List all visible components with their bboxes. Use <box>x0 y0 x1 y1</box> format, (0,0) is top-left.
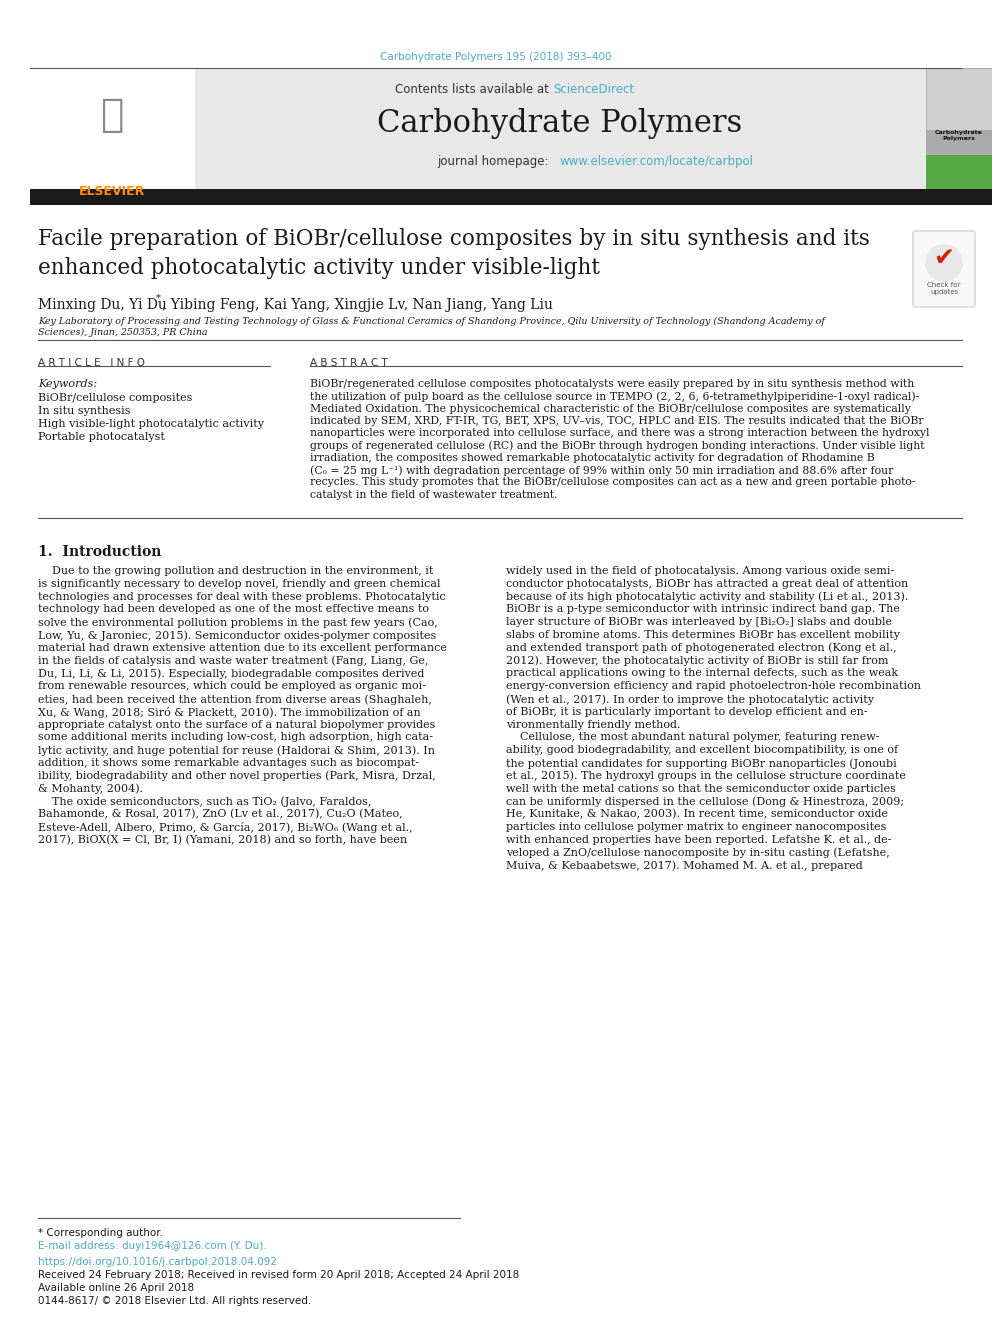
Text: lytic activity, and huge potential for reuse (Haldorai & Shim, 2013). In: lytic activity, and huge potential for r… <box>38 745 435 755</box>
Text: vironmentally friendly method.: vironmentally friendly method. <box>506 720 681 729</box>
Text: ScienceDirect: ScienceDirect <box>553 83 634 97</box>
Bar <box>926 67 992 194</box>
Text: addition, it shows some remarkable advantages such as biocompat-: addition, it shows some remarkable advan… <box>38 758 420 767</box>
Text: BiOBr/cellulose composites: BiOBr/cellulose composites <box>38 393 192 404</box>
Text: Contents lists available at: Contents lists available at <box>396 83 553 97</box>
Text: (Wen et al., 2017). In order to improve the photocatalytic activity: (Wen et al., 2017). In order to improve … <box>506 695 874 705</box>
Text: with enhanced properties have been reported. Lefatshe K. et al., de-: with enhanced properties have been repor… <box>506 835 892 845</box>
Text: catalyst in the field of wastewater treatment.: catalyst in the field of wastewater trea… <box>310 490 558 500</box>
Text: Due to the growing pollution and destruction in the environment, it: Due to the growing pollution and destruc… <box>38 566 434 576</box>
Text: recycles. This study promotes that the BiOBr/cellulose composites can act as a n: recycles. This study promotes that the B… <box>310 478 916 487</box>
Text: * Corresponding author.: * Corresponding author. <box>38 1228 163 1238</box>
Text: Muiva, & Kebaabetswe, 2017). Mohamed M. A. et al., prepared: Muiva, & Kebaabetswe, 2017). Mohamed M. … <box>506 860 863 871</box>
Text: https://doi.org/10.1016/j.carbpol.2018.04.092: https://doi.org/10.1016/j.carbpol.2018.0… <box>38 1257 277 1267</box>
Text: appropriate catalyst onto the surface of a natural biopolymer provides: appropriate catalyst onto the surface of… <box>38 720 435 729</box>
Text: High visible-light photocatalytic activity: High visible-light photocatalytic activi… <box>38 419 264 429</box>
Text: Key Laboratory of Processing and Testing Technology of Glass & Functional Cerami: Key Laboratory of Processing and Testing… <box>38 318 825 327</box>
Bar <box>926 130 992 155</box>
Text: and extended transport path of photogenerated electron (Kong et al.,: and extended transport path of photogene… <box>506 643 897 654</box>
Text: Carbohydrate Polymers: Carbohydrate Polymers <box>377 108 743 139</box>
Text: Portable photocatalyst: Portable photocatalyst <box>38 433 165 442</box>
Text: particles into cellulose polymer matrix to engineer nanocomposites: particles into cellulose polymer matrix … <box>506 822 887 832</box>
Text: , Yibing Feng, Kai Yang, Xingjie Lv, Nan Jiang, Yang Liu: , Yibing Feng, Kai Yang, Xingjie Lv, Nan… <box>162 298 553 312</box>
Text: irradiation, the composites showed remarkable photocatalytic activity for degrad: irradiation, the composites showed remar… <box>310 452 875 463</box>
Text: the potential candidates for supporting BiOBr nanoparticles (Jonoubi: the potential candidates for supporting … <box>506 758 897 769</box>
Text: is significantly necessary to develop novel, friendly and green chemical: is significantly necessary to develop no… <box>38 578 440 589</box>
Text: veloped a ZnO/cellulose nanocomposite by in-situ casting (Lefatshe,: veloped a ZnO/cellulose nanocomposite by… <box>506 848 890 859</box>
Text: solve the environmental pollution problems in the past few years (Cao,: solve the environmental pollution proble… <box>38 618 437 627</box>
Text: (C₀ = 25 mg L⁻¹) with degradation percentage of 99% within only 50 min irradiati: (C₀ = 25 mg L⁻¹) with degradation percen… <box>310 466 894 476</box>
Bar <box>926 135 992 194</box>
Text: slabs of bromine atoms. This determines BiOBr has excellent mobility: slabs of bromine atoms. This determines … <box>506 630 900 640</box>
Text: 2017), BiOX(X = Cl, Br, I) (Yamani, 2018) and so forth, have been: 2017), BiOX(X = Cl, Br, I) (Yamani, 2018… <box>38 835 407 845</box>
Text: from renewable resources, which could be employed as organic moi-: from renewable resources, which could be… <box>38 681 426 691</box>
Text: Low, Yu, & Jaroniec, 2015). Semiconductor oxides-polymer composites: Low, Yu, & Jaroniec, 2015). Semiconducto… <box>38 630 436 640</box>
Text: A B S T R A C T: A B S T R A C T <box>310 359 388 368</box>
Text: He, Kunitake, & Nakao, 2003). In recent time, semiconductor oxide: He, Kunitake, & Nakao, 2003). In recent … <box>506 810 888 819</box>
Text: the utilization of pulp board as the cellulose source in TEMPO (2, 2, 6, 6-tetra: the utilization of pulp board as the cel… <box>310 392 920 402</box>
Text: can be uniformly dispersed in the cellulose (Dong & Hinestroza, 2009;: can be uniformly dispersed in the cellul… <box>506 796 904 807</box>
Text: Carbohydrate
Polymers: Carbohydrate Polymers <box>935 130 983 140</box>
Text: because of its high photocatalytic activity and stability (Li et al., 2013).: because of its high photocatalytic activ… <box>506 591 909 602</box>
Text: well with the metal cations so that the semiconductor oxide particles: well with the metal cations so that the … <box>506 783 896 794</box>
Text: 1.  Introduction: 1. Introduction <box>38 545 162 560</box>
Text: ELSEVIER: ELSEVIER <box>79 185 145 198</box>
Text: The oxide semiconductors, such as TiO₂ (Jalvo, Faraldos,: The oxide semiconductors, such as TiO₂ (… <box>38 796 371 807</box>
Text: 2012). However, the photocatalytic activity of BiOBr is still far from: 2012). However, the photocatalytic activ… <box>506 656 889 667</box>
Text: Cellulose, the most abundant natural polymer, featuring renew-: Cellulose, the most abundant natural pol… <box>506 733 880 742</box>
Text: & Mohanty, 2004).: & Mohanty, 2004). <box>38 783 143 794</box>
Text: Minxing Du, Yi Du: Minxing Du, Yi Du <box>38 298 167 312</box>
Text: Keywords:: Keywords: <box>38 378 97 389</box>
Text: energy-conversion efficiency and rapid photoelectron-hole recombination: energy-conversion efficiency and rapid p… <box>506 681 921 691</box>
Text: BiOBr is a p-type semiconductor with intrinsic indirect band gap. The: BiOBr is a p-type semiconductor with int… <box>506 605 900 614</box>
Text: A R T I C L E   I N F O: A R T I C L E I N F O <box>38 359 145 368</box>
Text: eties, had been received the attention from diverse areas (Shaghaleh,: eties, had been received the attention f… <box>38 695 432 705</box>
Text: in the fields of catalysis and waste water treatment (Fang, Liang, Ge,: in the fields of catalysis and waste wat… <box>38 656 429 667</box>
Text: Xu, & Wang, 2018; Siró & Plackett, 2010). The immobilization of an: Xu, & Wang, 2018; Siró & Plackett, 2010)… <box>38 706 421 718</box>
Text: et al., 2015). The hydroxyl groups in the cellulose structure coordinate: et al., 2015). The hydroxyl groups in th… <box>506 771 906 782</box>
Text: E-mail address: duyi1964@126.com (Y. Du).: E-mail address: duyi1964@126.com (Y. Du)… <box>38 1241 267 1252</box>
Text: ✔: ✔ <box>933 246 954 270</box>
Text: Sciences), Jinan, 250353, PR China: Sciences), Jinan, 250353, PR China <box>38 328 207 337</box>
Text: indicated by SEM, XRD, FT-IR, TG, BET, XPS, UV–vis, TOC, HPLC and EIS. The resul: indicated by SEM, XRD, FT-IR, TG, BET, X… <box>310 415 924 426</box>
Text: Facile preparation of BiOBr/cellulose composites by in situ synthesis and its: Facile preparation of BiOBr/cellulose co… <box>38 228 870 250</box>
Text: Available online 26 April 2018: Available online 26 April 2018 <box>38 1283 194 1293</box>
Text: Received 24 February 2018; Received in revised form 20 April 2018; Accepted 24 A: Received 24 February 2018; Received in r… <box>38 1270 519 1279</box>
Text: some additional merits including low-cost, high adsorption, high cata-: some additional merits including low-cos… <box>38 733 433 742</box>
Text: practical applications owing to the internal defects, such as the weak: practical applications owing to the inte… <box>506 668 898 679</box>
Bar <box>30 67 195 194</box>
Bar <box>195 67 926 194</box>
Text: enhanced photocatalytic activity under visible-light: enhanced photocatalytic activity under v… <box>38 257 600 279</box>
Text: www.elsevier.com/locate/carbpol: www.elsevier.com/locate/carbpol <box>560 155 754 168</box>
Text: Esteve-Adell, Albero, Primo, & García, 2017), Bi₂WO₆ (Wang et al.,: Esteve-Adell, Albero, Primo, & García, 2… <box>38 822 413 833</box>
Bar <box>30 189 992 205</box>
Text: ibility, biodegradability and other novel properties (Park, Misra, Drzal,: ibility, biodegradability and other nove… <box>38 771 435 782</box>
Text: Mediated Oxidation. The physicochemical characteristic of the BiOBr/cellulose co: Mediated Oxidation. The physicochemical … <box>310 404 911 414</box>
Text: material had drawn extensive attention due to its excellent performance: material had drawn extensive attention d… <box>38 643 446 652</box>
Text: groups of regenerated cellulose (RC) and the BiOBr through hydrogen bonding inte: groups of regenerated cellulose (RC) and… <box>310 441 925 451</box>
Text: technologies and processes for deal with these problems. Photocatalytic: technologies and processes for deal with… <box>38 591 445 602</box>
Text: Carbohydrate Polymers 195 (2018) 393–400: Carbohydrate Polymers 195 (2018) 393–400 <box>380 52 612 62</box>
Circle shape <box>926 245 962 280</box>
Text: BiOBr/regenerated cellulose composites photocatalysts were easily prepared by in: BiOBr/regenerated cellulose composites p… <box>310 378 915 389</box>
Text: 🌳: 🌳 <box>100 97 124 134</box>
Text: journal homepage:: journal homepage: <box>437 155 553 168</box>
Text: Du, Li, Li, & Li, 2015). Especially, biodegradable composites derived: Du, Li, Li, & Li, 2015). Especially, bio… <box>38 668 425 679</box>
Text: layer structure of BiOBr was interleaved by [Bi₂O₂] slabs and double: layer structure of BiOBr was interleaved… <box>506 618 892 627</box>
Text: widely used in the field of photocatalysis. Among various oxide semi-: widely used in the field of photocatalys… <box>506 566 894 576</box>
Text: Check for
updates: Check for updates <box>928 282 960 295</box>
Text: *: * <box>156 294 161 303</box>
Text: of BiOBr, it is particularly important to develop efficient and en-: of BiOBr, it is particularly important t… <box>506 706 868 717</box>
Text: conductor photocatalysts, BiOBr has attracted a great deal of attention: conductor photocatalysts, BiOBr has attr… <box>506 578 909 589</box>
Text: technology had been developed as one of the most effective means to: technology had been developed as one of … <box>38 605 429 614</box>
Text: 0144-8617/ © 2018 Elsevier Ltd. All rights reserved.: 0144-8617/ © 2018 Elsevier Ltd. All righ… <box>38 1297 311 1306</box>
Text: nanoparticles were incorporated into cellulose surface, and there was a strong i: nanoparticles were incorporated into cel… <box>310 429 930 438</box>
Text: ability, good biodegradability, and excellent biocompatibility, is one of: ability, good biodegradability, and exce… <box>506 745 898 755</box>
Text: Bahamonde, & Rosal, 2017), ZnO (Lv et al., 2017), Cu₂O (Mateo,: Bahamonde, & Rosal, 2017), ZnO (Lv et al… <box>38 810 403 819</box>
FancyBboxPatch shape <box>913 232 975 307</box>
Text: In situ synthesis: In situ synthesis <box>38 406 131 415</box>
